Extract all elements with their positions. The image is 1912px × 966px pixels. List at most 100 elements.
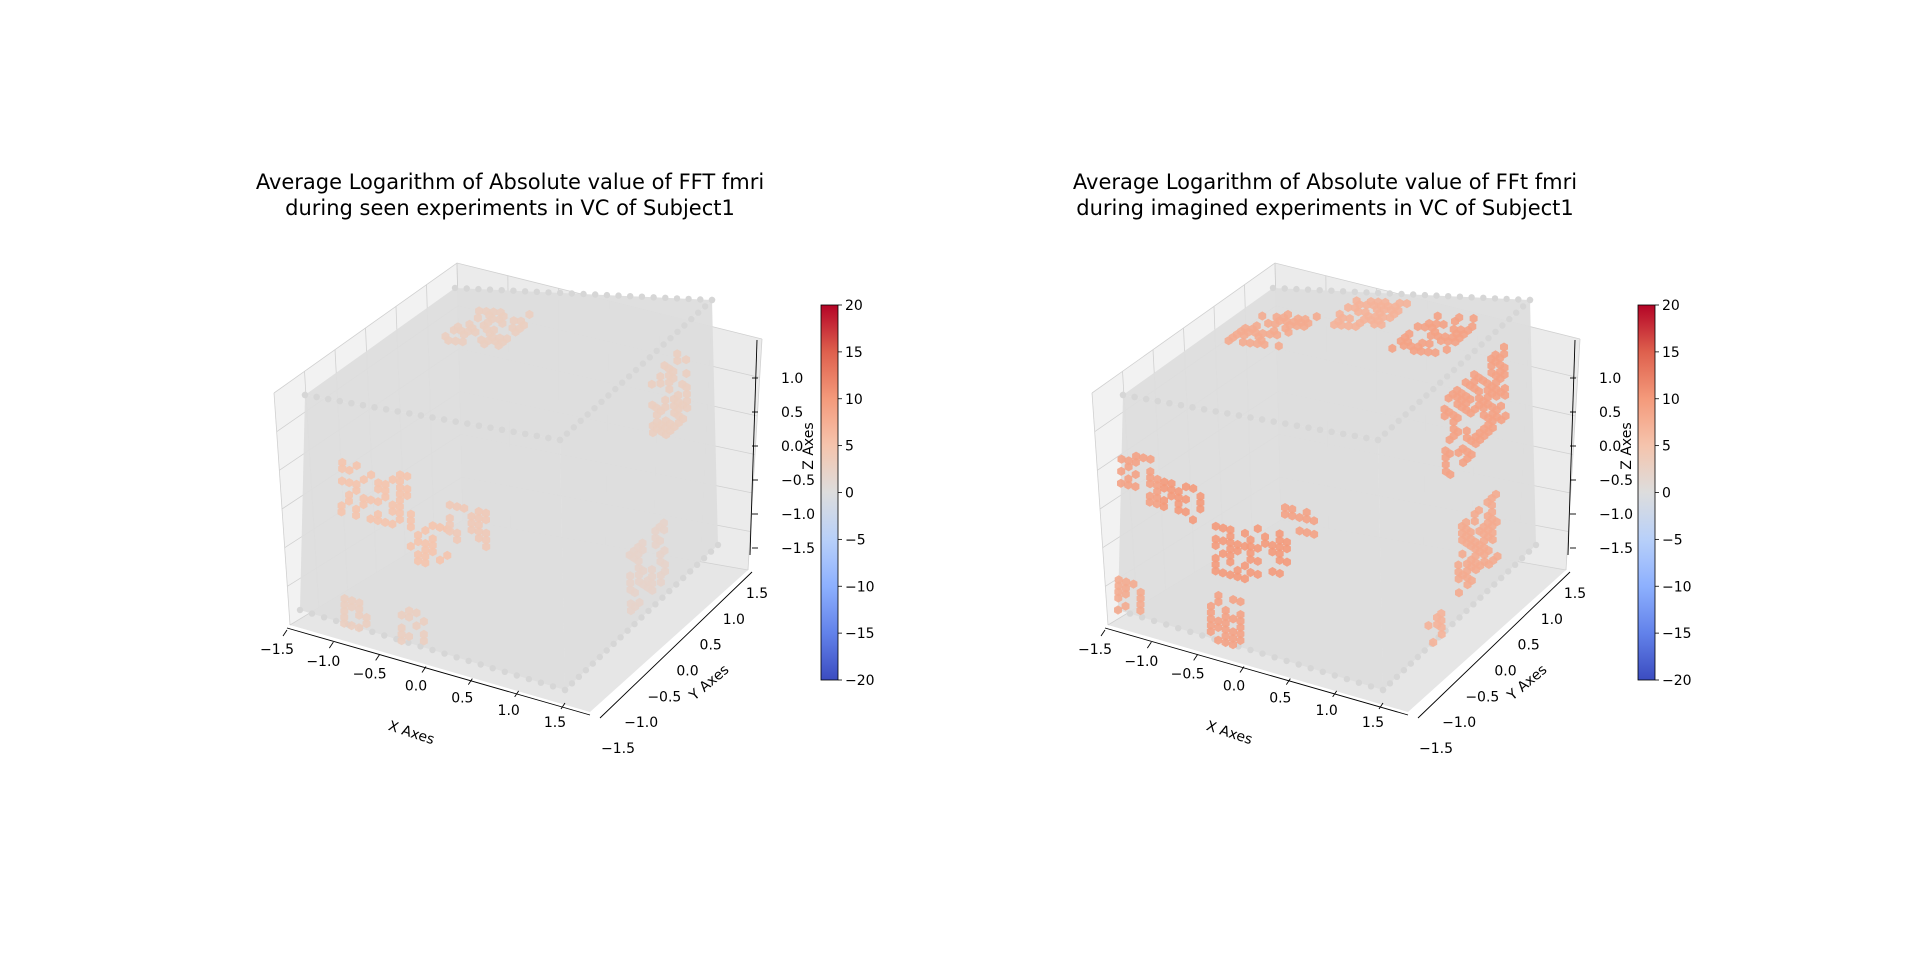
activation-voxel bbox=[1283, 544, 1291, 554]
activation-voxel bbox=[1497, 401, 1505, 411]
activation-voxel bbox=[1236, 629, 1245, 639]
voxel-edge bbox=[1480, 294, 1487, 301]
y-tick-label: 0.5 bbox=[700, 638, 722, 654]
activation-voxel bbox=[661, 566, 669, 576]
activation-voxel bbox=[1229, 640, 1237, 650]
voxel-edge bbox=[667, 335, 674, 342]
activation-voxel bbox=[414, 556, 422, 566]
activation-voxel bbox=[1114, 587, 1123, 597]
voxel-edge bbox=[394, 408, 401, 415]
activation-voxel bbox=[419, 616, 428, 627]
voxel-edge bbox=[1393, 673, 1401, 680]
voxel-edge bbox=[1503, 295, 1510, 303]
activation-voxel bbox=[1218, 568, 1227, 578]
activation-voxel bbox=[656, 371, 665, 382]
activation-voxel bbox=[669, 373, 678, 383]
activation-voxel bbox=[489, 307, 498, 317]
voxel-edge bbox=[1283, 657, 1290, 665]
voxel-edge bbox=[1293, 422, 1301, 429]
voxel-edge bbox=[1200, 406, 1208, 413]
voxel-edge bbox=[510, 428, 517, 435]
activation-voxel bbox=[1462, 517, 1471, 527]
activation-voxel bbox=[352, 485, 361, 496]
voxel-edge bbox=[1449, 620, 1456, 628]
activation-voxel bbox=[1466, 527, 1475, 537]
activation-voxel bbox=[673, 349, 682, 359]
activation-voxel bbox=[1345, 314, 1354, 324]
voxel-edge bbox=[596, 653, 603, 661]
activation-voxel bbox=[345, 490, 353, 500]
voxel-edge bbox=[1513, 309, 1520, 316]
activation-voxel bbox=[340, 594, 349, 604]
x-tick-label: −1.0 bbox=[306, 654, 340, 670]
activation-voxel bbox=[395, 489, 404, 499]
activation-voxel bbox=[682, 368, 691, 379]
voxel-edge bbox=[1468, 294, 1475, 301]
voxel-edge bbox=[624, 627, 631, 634]
activation-voxel bbox=[1131, 482, 1140, 492]
activation-voxel bbox=[1484, 546, 1493, 556]
activation-voxel bbox=[1219, 536, 1227, 546]
voxel-edge bbox=[612, 385, 619, 393]
activation-voxel bbox=[1226, 551, 1235, 561]
activation-voxel bbox=[1233, 539, 1242, 550]
activation-voxel bbox=[1488, 535, 1497, 545]
activation-voxel bbox=[1275, 535, 1284, 545]
voxel-edge bbox=[589, 660, 596, 667]
voxel-edge bbox=[1316, 426, 1324, 433]
activation-voxel bbox=[1167, 491, 1176, 501]
activation-voxel bbox=[403, 471, 412, 481]
y-tick-label: −0.5 bbox=[647, 689, 681, 705]
colorbar-tick-label: 0 bbox=[1662, 486, 1671, 502]
voxel-edge bbox=[1515, 296, 1522, 303]
activation-voxel bbox=[1258, 328, 1267, 339]
voxel-edge bbox=[510, 287, 517, 294]
activation-voxel bbox=[1146, 454, 1155, 464]
activation-voxel bbox=[647, 565, 656, 575]
voxel-edge bbox=[1351, 432, 1359, 440]
voxel-edge bbox=[501, 668, 508, 675]
activation-voxel bbox=[467, 525, 476, 535]
voxels bbox=[296, 284, 722, 694]
activation-voxel bbox=[1439, 319, 1448, 330]
activation-voxel bbox=[626, 578, 635, 588]
activation-voxel bbox=[1425, 339, 1434, 349]
voxel-edge bbox=[1166, 400, 1173, 407]
activation-voxel bbox=[1239, 337, 1247, 347]
voxel-edge bbox=[652, 601, 659, 608]
voxel-face-top bbox=[305, 288, 712, 440]
activation-voxel bbox=[1226, 538, 1235, 548]
activation-voxel bbox=[498, 318, 507, 328]
activation-voxel bbox=[395, 495, 404, 505]
z-axis-line bbox=[1567, 339, 1576, 556]
voxel-edge bbox=[348, 400, 355, 407]
activation-voxel bbox=[436, 522, 444, 532]
voxel-edge bbox=[1511, 561, 1519, 568]
activation-voxel bbox=[1454, 560, 1463, 570]
activation-voxel bbox=[660, 559, 669, 569]
voxel-edge bbox=[1519, 303, 1527, 310]
activation-voxel bbox=[362, 612, 371, 623]
voxel-edge bbox=[650, 294, 657, 301]
activation-voxel bbox=[381, 492, 390, 502]
voxel-edge bbox=[1163, 621, 1170, 628]
activation-voxel bbox=[445, 520, 454, 530]
activation-voxel bbox=[352, 504, 361, 514]
z-tick-label: 1.0 bbox=[1599, 371, 1621, 387]
y-axis-line bbox=[599, 571, 753, 719]
voxel-edge bbox=[1316, 287, 1323, 294]
voxel-edge bbox=[1395, 417, 1402, 425]
activation-voxel bbox=[656, 536, 664, 546]
activation-voxel bbox=[396, 470, 404, 480]
activation-voxel bbox=[1129, 579, 1138, 589]
activation-voxel bbox=[475, 306, 484, 316]
activation-voxel bbox=[1174, 505, 1183, 515]
voxel-edge bbox=[1463, 607, 1470, 615]
activation-voxel bbox=[1146, 479, 1155, 489]
voxel-edge bbox=[369, 628, 376, 635]
colorbar-tick-label: 10 bbox=[845, 392, 863, 408]
activation-voxel bbox=[630, 588, 639, 598]
activation-voxel bbox=[414, 537, 423, 547]
x-tick-label: 1.0 bbox=[1316, 703, 1338, 719]
activation-voxel bbox=[406, 522, 415, 532]
